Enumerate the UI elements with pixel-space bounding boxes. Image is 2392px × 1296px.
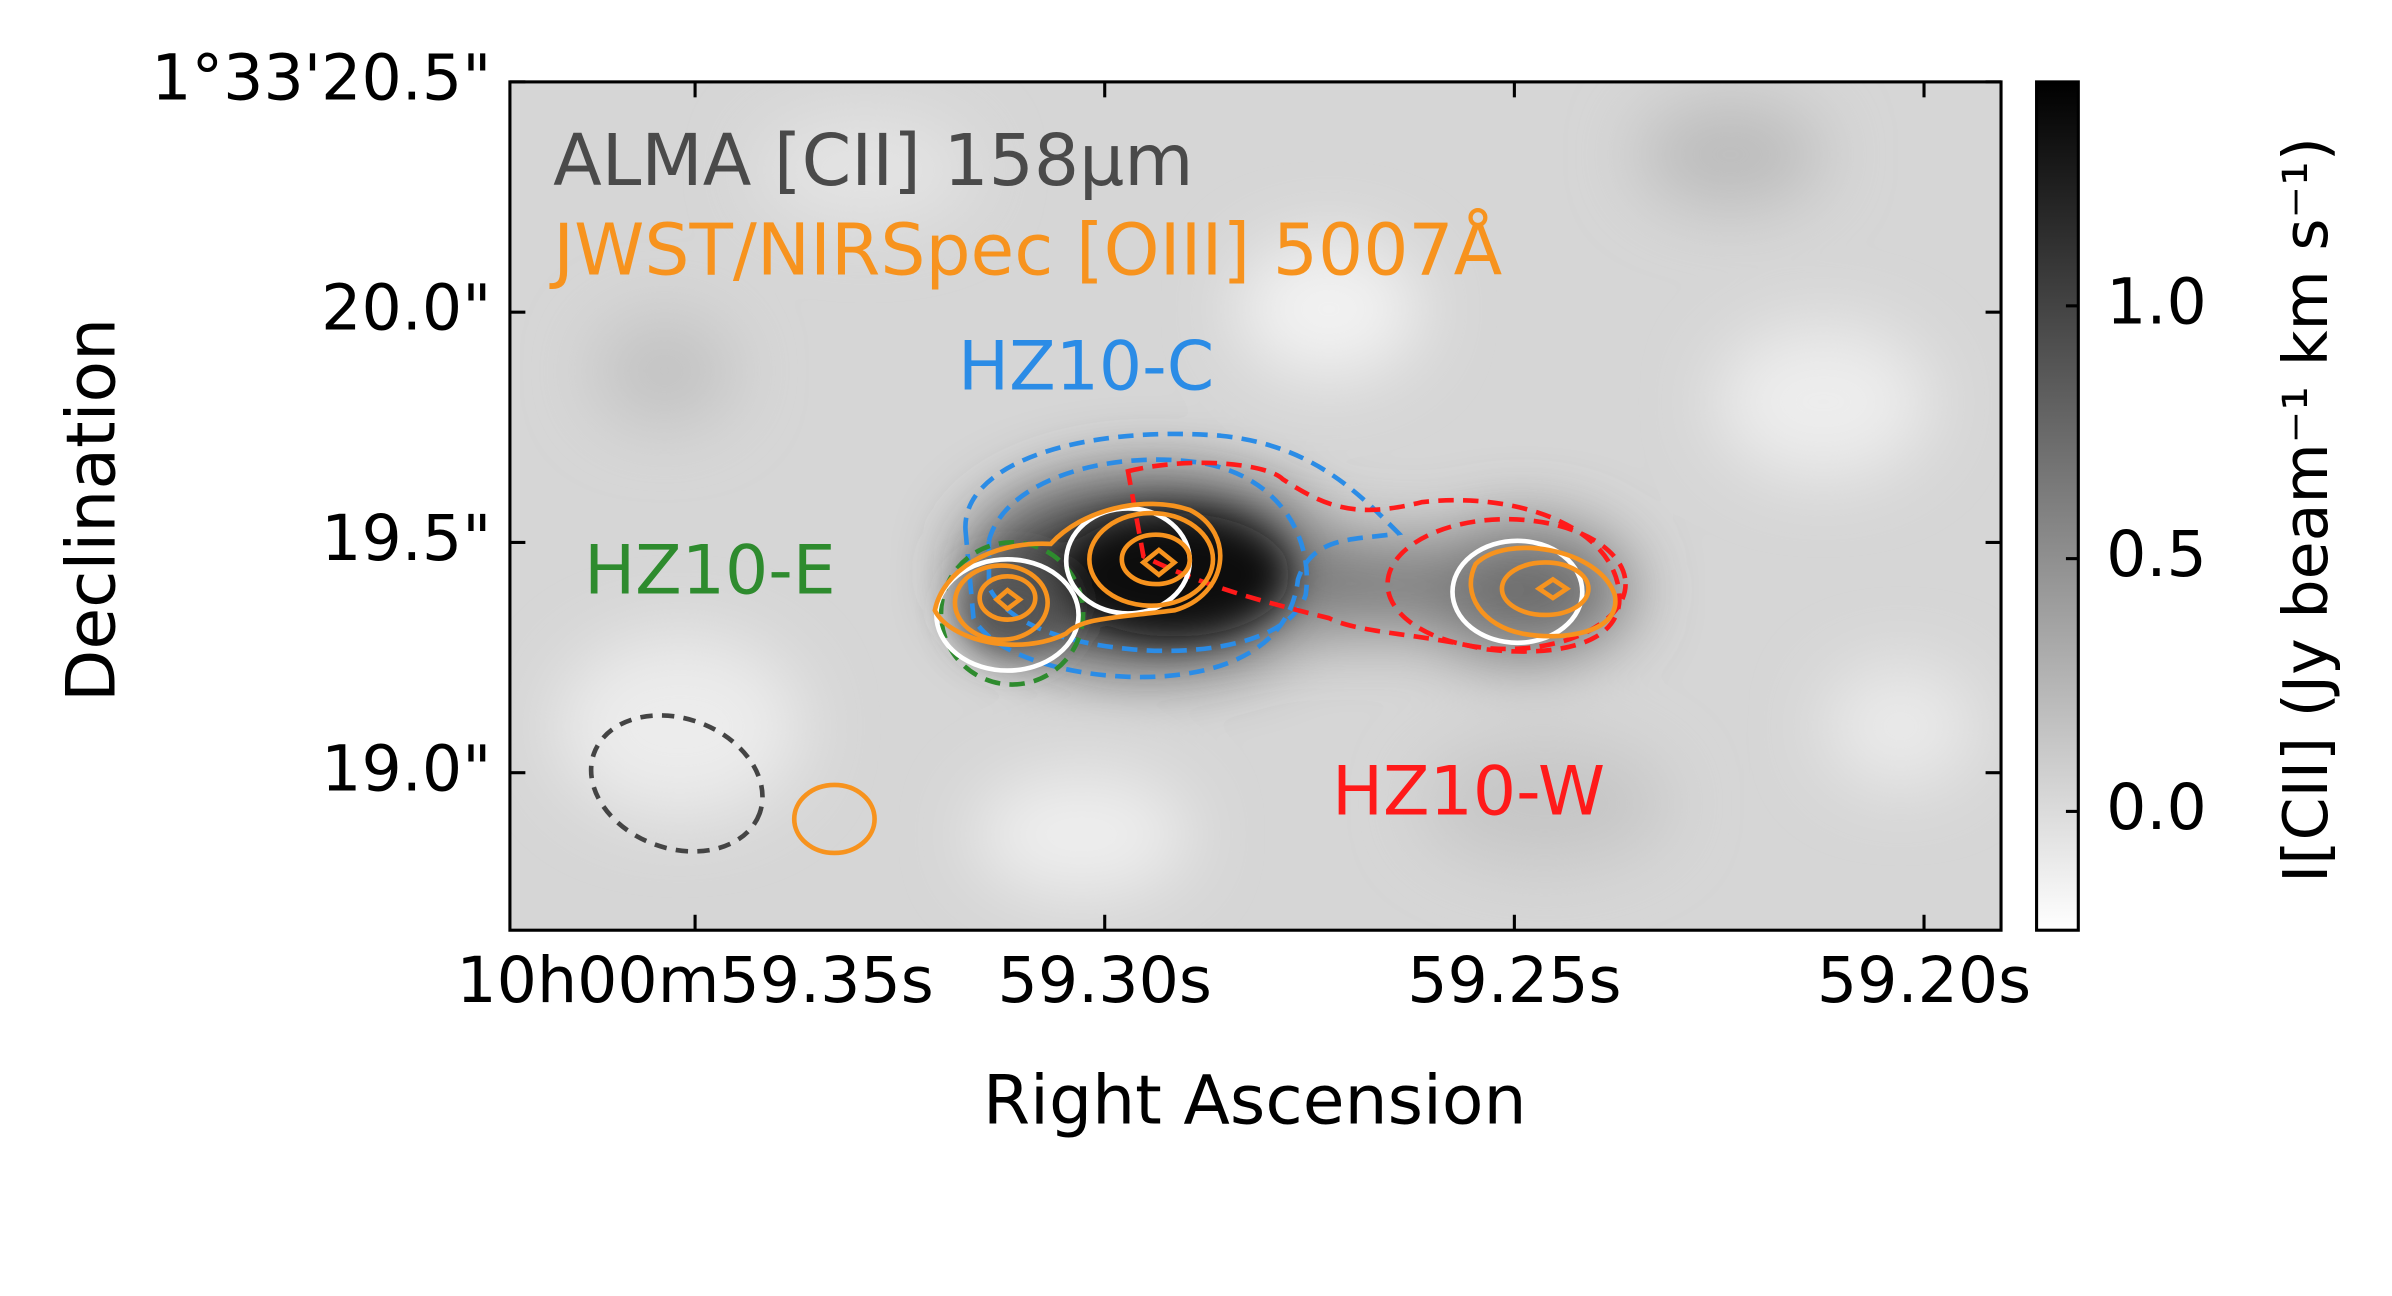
y-tick-label: 1°33'20.5" — [151, 40, 491, 114]
x-tick-label: 59.25s — [1407, 943, 1621, 1017]
green-contour — [938, 540, 1086, 687]
y-tick-label: 19.5" — [321, 501, 491, 575]
x-tick-label: 59.30s — [998, 943, 1212, 1017]
psf-ellipse — [791, 782, 877, 856]
y-tick-label: 19.0" — [321, 731, 491, 805]
y-tick-label: 20.0" — [321, 271, 491, 345]
plot-frame — [508, 80, 2003, 932]
colorbar — [2035, 80, 2080, 932]
annotation: HZ10-W — [1332, 752, 1605, 831]
x-tick-label: 59.20s — [1817, 943, 2031, 1017]
colorbar-tick-label: 1.0 — [2106, 264, 2207, 338]
white-contour — [1450, 538, 1585, 646]
annotation: ALMA [CII] 158μm — [553, 119, 1193, 202]
orange-contours — [932, 501, 1618, 647]
blue-contour — [963, 431, 1404, 680]
blue-contour — [986, 457, 1310, 654]
colorbar-label: I[CII] (Jy beam⁻¹ km s⁻¹) — [2270, 137, 2342, 883]
x-axis-label: Right Ascension — [983, 1061, 1527, 1140]
colorbar-tick-label: 0.5 — [2106, 517, 2207, 591]
annotation: HZ10-C — [958, 327, 1214, 406]
image-panel — [509, 81, 2002, 931]
x-tick-label: 10h00m59.35s — [456, 943, 933, 1017]
annotation: JWST/NIRSpec [OIII] 5007Å — [549, 208, 1502, 291]
red-contour — [1125, 460, 1622, 654]
colorbar-tick-label: 0.0 — [2106, 770, 2207, 844]
alma-beam — [588, 713, 765, 854]
y-axis-label: Declination — [52, 318, 131, 702]
figure: 10h00m59.35s 59.30s 59.25s 59.20s 19.0" 19.5"… — [52, 40, 2342, 1140]
annotation: HZ10-E — [584, 531, 836, 610]
